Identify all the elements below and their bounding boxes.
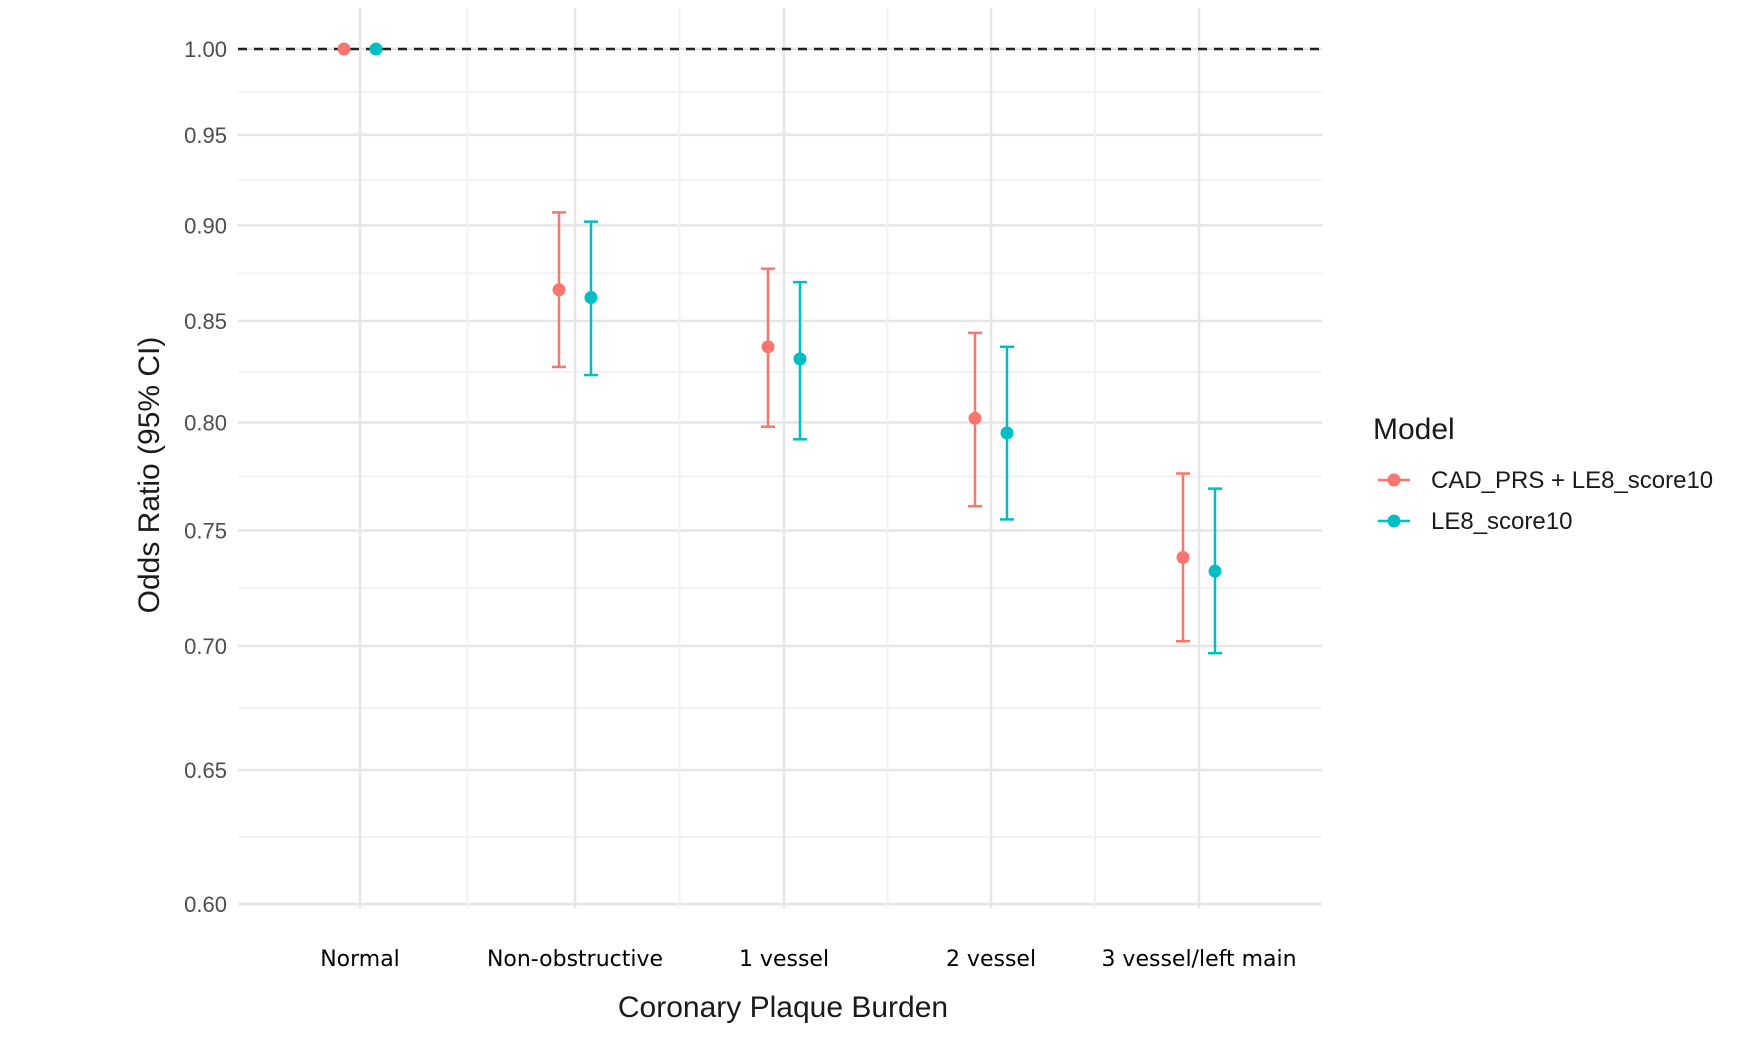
legend-key-point — [1387, 514, 1401, 528]
x-tick-label: 3 vessel/left main — [1101, 947, 1296, 972]
y-tick-label: 0.65 — [184, 758, 227, 783]
y-tick-label: 0.75 — [184, 519, 227, 544]
y-tick-label: 0.70 — [184, 634, 227, 659]
data-point — [1000, 426, 1014, 440]
y-tick-label: 0.90 — [184, 213, 227, 238]
x-tick-label: Normal — [320, 947, 400, 972]
data-point — [968, 411, 982, 425]
data-point — [552, 283, 566, 297]
y-axis-title: Odds Ratio (95% CI) — [133, 337, 166, 614]
x-tick-label: 2 vessel — [946, 947, 1036, 972]
grid — [238, 8, 1322, 908]
legend-label: CAD_PRS + LE8_score10 — [1431, 467, 1713, 494]
data-point — [793, 352, 807, 366]
data-point — [1208, 564, 1222, 578]
legend: Model CAD_PRS + LE8_score10 LE8_score10 — [1373, 413, 1713, 535]
legend-title: Model — [1373, 413, 1455, 446]
y-tick-label: 0.80 — [184, 410, 227, 435]
series-2 — [369, 42, 1222, 655]
legend-key-point — [1387, 473, 1401, 487]
series-1 — [337, 42, 1190, 643]
data-point — [584, 291, 598, 305]
x-axis-title: Coronary Plaque Burden — [618, 991, 948, 1024]
y-tick-label: 0.60 — [184, 892, 227, 917]
legend-items: CAD_PRS + LE8_score10 LE8_score10 — [1378, 467, 1713, 535]
y-tick-label: 1.00 — [184, 37, 227, 62]
x-tick-label: Non-obstructive — [487, 947, 663, 972]
data-point — [369, 42, 383, 56]
x-tick-label: 1 vessel — [739, 947, 829, 972]
data-point — [1176, 551, 1190, 565]
data-point — [761, 340, 775, 354]
y-axis-ticks: 0.60 0.65 0.70 0.75 0.80 0.85 0.90 0.95 1.00 — [184, 37, 227, 917]
legend-label: LE8_score10 — [1431, 508, 1572, 535]
data-point — [337, 42, 351, 56]
y-tick-label: 0.85 — [184, 309, 227, 334]
x-axis-ticks: Normal Non-obstructive 1 vessel 2 vessel 3 v… — [320, 947, 1296, 972]
y-tick-label: 0.95 — [184, 123, 227, 148]
series-group — [337, 42, 1222, 655]
